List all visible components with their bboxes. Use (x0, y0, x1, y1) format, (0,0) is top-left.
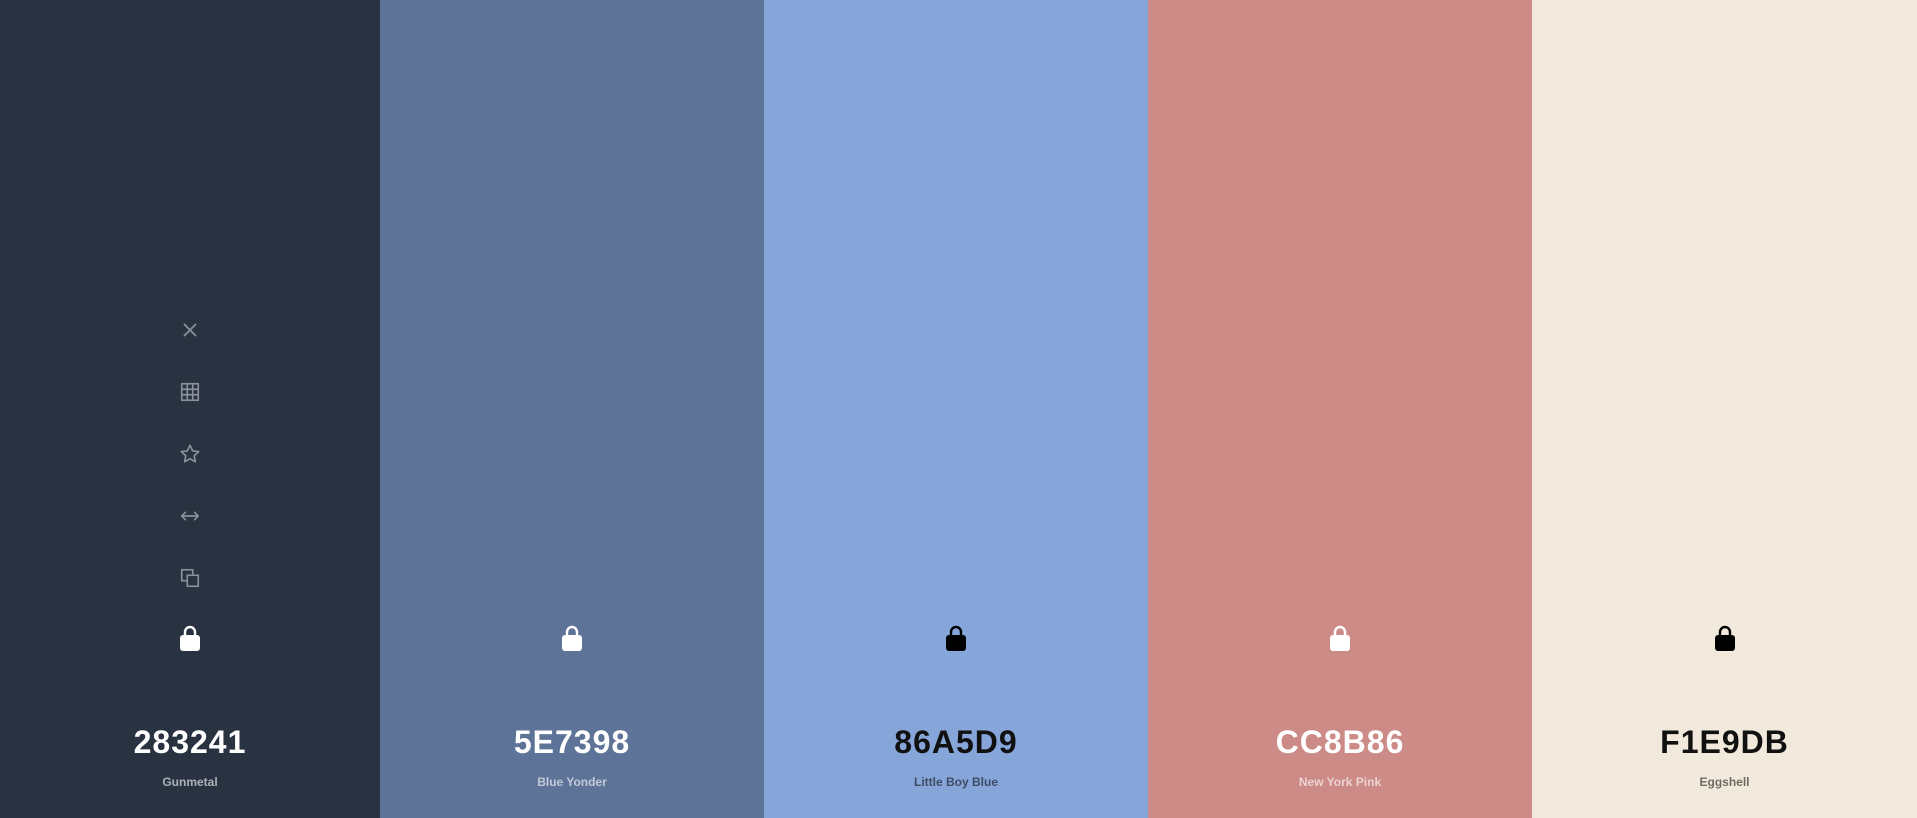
hex-code[interactable]: F1E9DB (1660, 724, 1789, 760)
swatch-new-york-pink[interactable]: CC8B86 New York Pink (1148, 0, 1532, 818)
hex-code[interactable]: 5E7398 (513, 724, 631, 760)
color-name[interactable]: Little Boy Blue (913, 775, 998, 789)
lock-icon (1714, 625, 1735, 651)
swatch-toolbar (0, 310, 380, 620)
drag-swatch-handle[interactable] (170, 496, 210, 536)
star-icon (180, 444, 200, 463)
save-color-button[interactable] (170, 434, 210, 474)
copy-hex-button[interactable] (170, 558, 210, 598)
lock-toggle[interactable] (170, 618, 210, 658)
hex-code[interactable]: 86A5D9 (894, 724, 1018, 760)
swatch-gunmetal[interactable]: 283241 Gunmetal (0, 0, 380, 818)
lock-toggle[interactable] (1705, 618, 1745, 658)
lock-icon (1330, 625, 1350, 651)
remove-swatch-button[interactable] (170, 310, 210, 350)
color-name[interactable]: New York Pink (1298, 775, 1382, 789)
hex-code[interactable]: 283241 (133, 724, 247, 760)
grid-icon (180, 382, 200, 402)
lock-icon (562, 625, 582, 651)
lock-icon (946, 625, 966, 651)
drag-arrows-icon (180, 511, 200, 521)
swatch-little-boy-blue[interactable]: 86A5D9 Little Boy Blue (764, 0, 1148, 818)
lock-toggle[interactable] (552, 618, 592, 658)
hex-code[interactable]: CC8B86 (1275, 724, 1405, 760)
lock-icon (180, 625, 200, 651)
color-name[interactable]: Blue Yonder (537, 775, 607, 789)
lock-toggle[interactable] (936, 618, 976, 658)
view-shades-button[interactable] (170, 372, 210, 412)
lock-toggle[interactable] (1320, 618, 1360, 658)
copy-icon (180, 568, 200, 588)
swatch-eggshell[interactable]: F1E9DB Eggshell (1532, 0, 1917, 818)
close-icon (183, 323, 197, 337)
color-name[interactable]: Gunmetal (162, 775, 218, 789)
color-name[interactable]: Eggshell (1699, 775, 1750, 789)
swatch-blue-yonder[interactable]: 5E7398 Blue Yonder (380, 0, 764, 818)
